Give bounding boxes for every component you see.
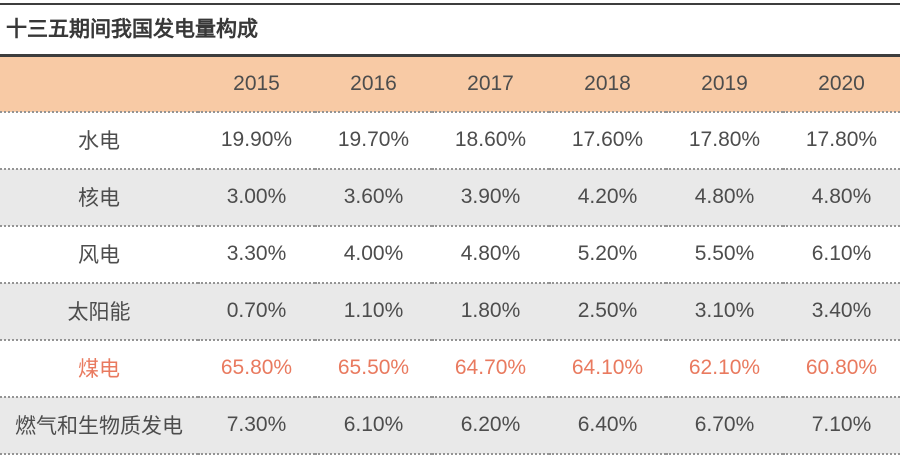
cell-value: 7.10% <box>811 413 872 436</box>
cell-value: 4.00% <box>343 242 404 265</box>
cell-value: 6.10% <box>343 413 404 436</box>
year-header: 2017 <box>467 71 514 95</box>
cell-value: 19.90% <box>220 128 293 151</box>
cell-value: 17.80% <box>805 128 878 151</box>
cell-value: 62.10% <box>688 356 761 379</box>
row-label: 风电 <box>78 244 120 267</box>
table-header: 2015 2016 2017 2018 2019 2020 <box>0 55 900 112</box>
table-row: 水电 19.90% 19.70% 18.60% 17.60% 17.80% 17.80% <box>0 112 900 169</box>
row-label: 水电 <box>78 130 120 153</box>
row-label: 太阳能 <box>67 301 131 324</box>
table-body: 水电 19.90% 19.70% 18.60% 17.60% 17.80% 17.80% 核电… <box>0 112 900 454</box>
table-row: 煤电 65.80% 65.50% 64.70% 64.10% 62.10% 60.80% <box>0 340 900 397</box>
cell-value: 65.80% <box>220 356 293 379</box>
cell-value: 3.00% <box>226 185 287 208</box>
cell-value: 18.60% <box>454 128 527 151</box>
cell-value: 6.40% <box>577 413 638 436</box>
cell-value: 17.80% <box>688 128 761 151</box>
table-row: 核电 3.00% 3.60% 3.90% 4.20% 4.80% 4.80% <box>0 168 900 226</box>
year-header: 2016 <box>350 71 397 95</box>
page-title: 十三五期间我国发电量构成 <box>6 18 258 41</box>
cell-value: 19.70% <box>337 128 410 151</box>
cell-value: 5.50% <box>694 242 755 265</box>
year-header: 2020 <box>818 71 865 95</box>
cell-value: 4.20% <box>577 185 638 208</box>
row-label: 核电 <box>78 187 120 210</box>
header-row: 2015 2016 2017 2018 2019 2020 <box>0 55 900 112</box>
generation-share-table: 2015 2016 2017 2018 2019 2020 水电 19.90% 19.70% 1… <box>0 54 900 455</box>
cell-value: 4.80% <box>694 185 755 208</box>
cell-value: 6.20% <box>460 413 521 436</box>
row-label: 燃气和生物质发电 <box>15 415 183 438</box>
cell-value: 7.30% <box>226 413 287 436</box>
corner-cell <box>0 56 198 112</box>
cell-value: 3.10% <box>694 299 755 322</box>
cell-value: 64.70% <box>454 356 527 379</box>
cell-value: 5.20% <box>577 242 638 265</box>
top-rule <box>0 3 900 5</box>
cell-value: 4.80% <box>811 185 872 208</box>
cell-value: 3.90% <box>460 185 521 208</box>
cell-value: 64.10% <box>571 356 644 379</box>
cell-value: 1.10% <box>343 299 404 322</box>
table-row: 太阳能 0.70% 1.10% 1.80% 2.50% 3.10% 3.40% <box>0 282 900 340</box>
table-row: 风电 3.30% 4.00% 4.80% 5.20% 5.50% 6.10% <box>0 226 900 283</box>
cell-value: 1.80% <box>460 299 521 322</box>
row-label: 煤电 <box>78 358 120 381</box>
cell-value: 4.80% <box>460 242 521 265</box>
year-header: 2015 <box>233 71 280 95</box>
cell-value: 3.40% <box>811 299 872 322</box>
year-header: 2018 <box>584 71 631 95</box>
year-header: 2019 <box>701 71 748 95</box>
cell-value: 65.50% <box>337 356 410 379</box>
cell-value: 6.10% <box>811 242 872 265</box>
cell-value: 0.70% <box>226 299 287 322</box>
cell-value: 17.60% <box>571 128 644 151</box>
cell-value: 3.30% <box>226 242 287 265</box>
cell-value: 2.50% <box>577 299 638 322</box>
cell-value: 6.70% <box>694 413 755 436</box>
table-row: 燃气和生物质发电 7.30% 6.10% 6.20% 6.40% 6.70% 7.10% <box>0 396 900 454</box>
cell-value: 3.60% <box>343 185 404 208</box>
cell-value: 60.80% <box>805 356 878 379</box>
